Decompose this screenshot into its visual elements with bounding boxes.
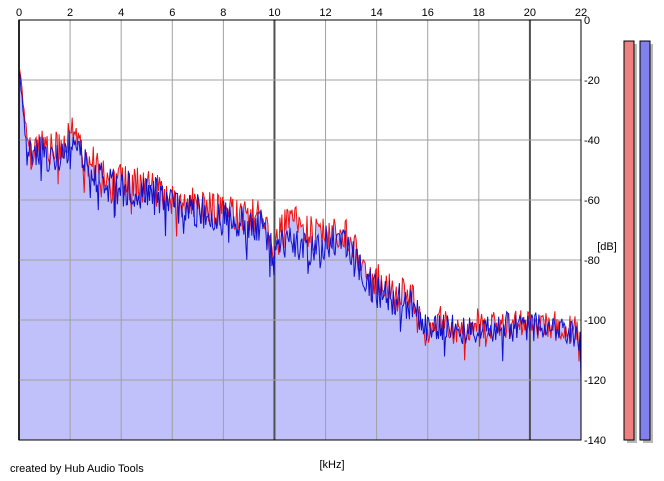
x-tick-label: 8: [220, 7, 226, 19]
y-tick-label: -100: [584, 315, 606, 327]
y-tick-label: -80: [584, 255, 600, 267]
series-lines: [18, 65, 582, 382]
x-tick-label: 12: [319, 7, 331, 19]
x-tick-label: 20: [524, 7, 536, 19]
x-tick-label: 6: [169, 7, 175, 19]
x-tick-label: 2: [67, 7, 73, 19]
x-tick-label: 0: [16, 7, 22, 19]
x-tick-label: 14: [371, 7, 383, 19]
y-tick-label: -40: [584, 135, 600, 147]
level-meter-right: [639, 40, 651, 441]
plot-frame: [18, 19, 582, 441]
y-tick-label: 0: [584, 15, 590, 27]
x-tick-label: 4: [118, 7, 124, 19]
series-line-red: [18, 65, 582, 362]
x-tick-label: 22: [575, 7, 587, 19]
x-tick-label: 10: [268, 7, 280, 19]
y-tick-label: -120: [584, 375, 606, 387]
x-tick-labels: 0 2 4 6 8 10 12 14 16 18 20 22: [16, 7, 587, 19]
level-meters: [623, 40, 653, 443]
x-tick-label: 16: [422, 7, 434, 19]
y-tick-label: -20: [584, 75, 600, 87]
y-tick-label: -140: [584, 435, 606, 447]
plot-border: [18, 19, 582, 441]
level-meter-left: [623, 40, 635, 441]
x-tick-label: 18: [473, 7, 485, 19]
series-line-blue: [18, 70, 582, 382]
y-axis-label: [dB]: [597, 241, 617, 253]
credit-text: created by Hub Audio Tools: [10, 463, 144, 475]
x-axis-label: [kHz]: [319, 459, 344, 471]
y-tick-labels: 0 -20 -40 -60 -80 -100 -120 -140: [584, 15, 606, 447]
y-tick-label: -60: [584, 195, 600, 207]
